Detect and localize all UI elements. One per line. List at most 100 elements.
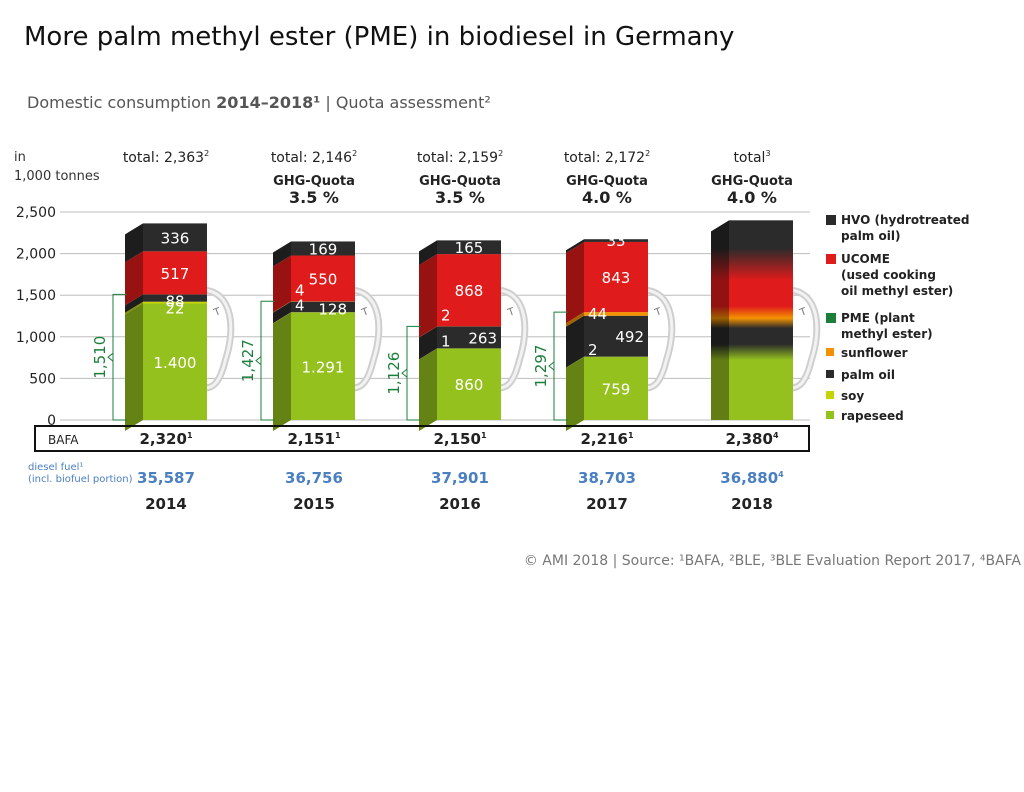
legend-swatch-pme-bracket — [826, 313, 836, 323]
bar-value-label: 1 — [441, 332, 451, 350]
pump-nozzle-icon: T — [360, 306, 371, 319]
pme-total-label: 1,126 — [385, 352, 403, 395]
pme-bracket — [112, 293, 127, 421]
bar-segment-side — [566, 312, 584, 327]
ghg-quota-label: GHG-Quota — [711, 174, 793, 189]
biodiesel-stacked-bar-chart: in 1,000 tonnes 0 500 1,000 1,500 2,000 2,500 T T… — [14, 149, 969, 513]
bar-segment-side — [273, 312, 291, 431]
pump-hose-highlight — [193, 288, 233, 390]
legend-label: sunflower — [841, 346, 908, 360]
total-label: total3 — [733, 149, 770, 166]
bar-value-label: 843 — [602, 269, 631, 287]
bar-segment-side — [419, 326, 437, 360]
diesel-label-line2: (incl. biofuel portion) — [28, 474, 133, 485]
subtitle-years: 2014–2018¹ — [216, 93, 321, 112]
y-tick-label: 1,000 — [16, 330, 56, 346]
bar-2018-side — [711, 220, 729, 420]
pme-bracket — [260, 300, 275, 421]
y-tick-label: 1,500 — [16, 288, 56, 304]
y-tick-label: 2,000 — [16, 247, 56, 263]
bar-segment — [291, 312, 355, 420]
bar-segment-side — [125, 303, 143, 431]
pme-bracket-point — [401, 368, 408, 378]
y-tick-label: 0 — [47, 413, 56, 429]
bafa-value: 2,2161 — [580, 430, 633, 448]
pme-total-label: 1,510 — [91, 336, 109, 379]
x-tick-label: 2018 — [731, 495, 773, 513]
total-label: total: 2,1592 — [417, 149, 503, 166]
total-label: total: 2,1722 — [564, 149, 650, 166]
bar-value-label: 759 — [602, 380, 631, 398]
bar-segment — [584, 315, 648, 357]
diesel-value: 35,587 — [137, 469, 195, 487]
bar-2018-front — [729, 220, 793, 420]
bar-value-label: 44 — [588, 305, 607, 323]
pme-bracket-point — [548, 361, 555, 371]
bar-segment — [584, 239, 648, 242]
bar-value-label: 336 — [161, 229, 190, 247]
ghg-quota-label: GHG-Quota — [566, 174, 648, 189]
subtitle-suffix: | Quota assessment² — [325, 93, 491, 112]
bar-segment-side — [125, 301, 143, 315]
bar-segment-side — [125, 294, 143, 313]
bar-segment — [143, 251, 207, 295]
pme-bracket — [553, 311, 568, 421]
pump-nozzle-icon: T — [798, 306, 809, 319]
bafa-value: 2,3804 — [725, 430, 778, 448]
bar-segment-side — [273, 301, 291, 313]
ghg-quota-value: 3.5 % — [289, 188, 339, 207]
bar-value-label: 33 — [606, 232, 625, 250]
bar-value-label: 550 — [309, 270, 338, 288]
subtitle-prefix: Domestic consumption — [27, 93, 212, 112]
pme-total-label: 1,427 — [239, 339, 257, 382]
diesel-value: 37,901 — [431, 469, 489, 487]
bar-segment-side — [566, 315, 584, 368]
bar-value-label: 128 — [318, 301, 347, 319]
bar-value-label: 2 — [588, 341, 598, 359]
bar-segment — [437, 348, 501, 420]
bar-segment-side — [419, 254, 437, 338]
bar-segment — [437, 254, 501, 327]
bar-segment-side — [566, 241, 584, 324]
legend-label: methyl ester) — [841, 327, 933, 341]
bar-value-label: 88 — [165, 292, 184, 310]
legend-swatch-sunflower — [826, 348, 834, 356]
bar-value-label: 860 — [455, 376, 484, 394]
bar-value-label: 22 — [165, 300, 184, 318]
diesel-value: 36,8804 — [720, 469, 784, 487]
diesel-value: 36,756 — [285, 469, 343, 487]
legend-label: rapeseed — [841, 409, 904, 423]
legend-label: soy — [841, 389, 864, 403]
bar-segment-side — [273, 241, 291, 267]
bar-segment — [584, 241, 648, 313]
bar-segment — [291, 255, 355, 302]
diesel-value: 38,703 — [578, 469, 636, 487]
legend-swatch-ucome — [826, 254, 836, 264]
legend-label: oil methyl ester) — [841, 284, 953, 298]
bafa-value: 2,1511 — [287, 430, 340, 448]
y-tick-label: 500 — [29, 371, 56, 387]
bar-value-label: 492 — [615, 328, 644, 346]
pme-bracket-point — [107, 352, 114, 362]
bar-value-label: 263 — [468, 329, 497, 347]
total-label: total: 2,3632 — [123, 149, 209, 166]
bar-segment — [143, 301, 207, 304]
legend-label: HVO (hydrotreated — [841, 213, 969, 227]
diesel-label-line1: diesel fuel¹ — [28, 462, 83, 473]
bar-segment-side — [125, 223, 143, 263]
bar-segment — [291, 241, 355, 256]
pump-hose-highlight — [341, 288, 381, 390]
chart-subtitle: Domestic consumption 2014–2018¹ | Quota … — [27, 93, 491, 112]
bar-value-label: 868 — [455, 282, 484, 300]
bar-value-label: 165 — [455, 239, 484, 257]
x-tick-label: 2015 — [293, 495, 335, 513]
bar-segment — [584, 356, 648, 420]
pme-bracket-point — [255, 356, 262, 366]
legend-label: PME (plant — [841, 311, 915, 325]
bar-segment — [584, 312, 648, 316]
y-tick-label: 2,500 — [16, 205, 56, 221]
ghg-quota-value: 4.0 % — [582, 188, 632, 207]
bar-segment-side — [419, 348, 437, 360]
bar-segment — [291, 301, 355, 313]
legend-swatch-hvo — [826, 215, 836, 225]
